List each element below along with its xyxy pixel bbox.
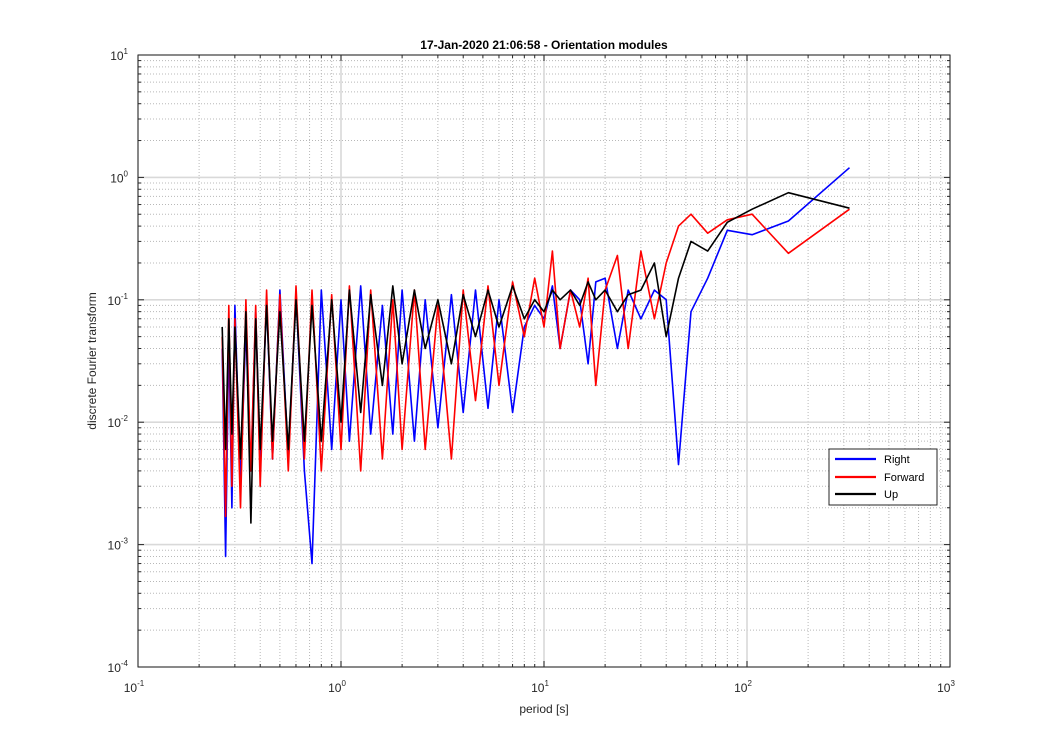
x-tick-label: 102 — [734, 679, 752, 695]
y-tick-label: 10-4 — [108, 659, 129, 675]
x-tick-label: 10-1 — [124, 679, 145, 695]
x-tick-label: 103 — [937, 679, 955, 695]
legend-label-up: Up — [884, 489, 898, 501]
series-line-up — [221, 191, 850, 524]
y-tick-label: 10-3 — [108, 537, 129, 553]
x-tick-label: 100 — [328, 679, 346, 695]
legend-label-right: Right — [884, 454, 910, 466]
y-tick-label: 100 — [110, 169, 128, 185]
series-line-forward — [221, 208, 850, 518]
chart-title: 17-Jan-2020 21:06:58 - Orientation modul… — [420, 38, 668, 52]
x-axis-label: period [s] — [519, 702, 568, 716]
legend: Right Forward Up — [828, 448, 938, 506]
series-layer — [221, 167, 851, 565]
legend-label-forward: Forward — [884, 472, 924, 484]
axis-ticks — [137, 54, 951, 668]
y-axis-label: discrete Fourier transform — [85, 292, 99, 429]
y-tick-label: 101 — [110, 47, 128, 63]
x-tick-labels: 10-1 100 101 102 103 — [124, 679, 956, 695]
y-tick-label: 10-2 — [108, 414, 129, 430]
y-tick-label: 10-1 — [108, 292, 129, 308]
y-tick-labels: 10-4 10-3 10-2 10-1 100 101 — [108, 47, 129, 675]
x-tick-label: 101 — [531, 679, 549, 695]
